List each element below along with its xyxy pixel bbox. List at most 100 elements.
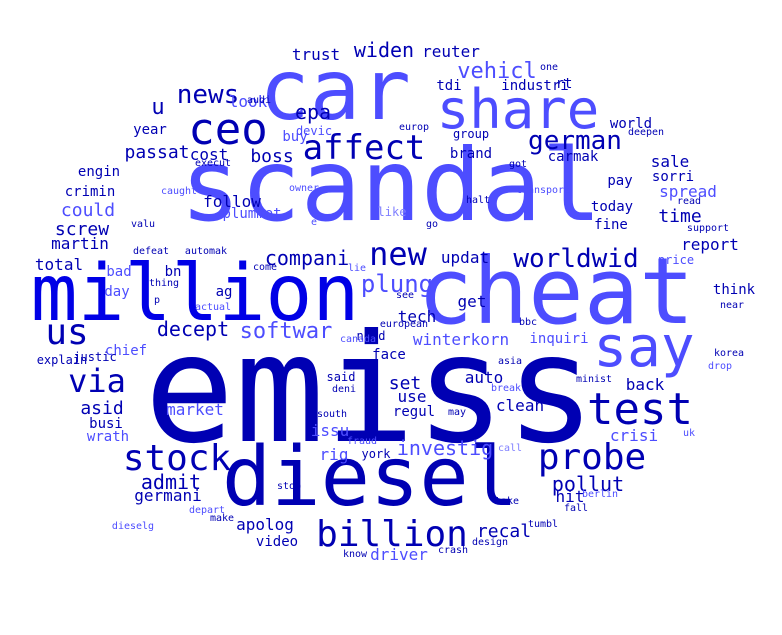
word-total: total [34,255,84,274]
word-deepen: deepen [627,127,665,138]
word-buy: buy [282,129,308,145]
word-uk: uk [682,428,696,439]
word-affect: affect [302,128,426,168]
word-asia: asia [497,356,523,367]
word-tdi: tdi [436,78,462,94]
word-bn: bn [164,264,182,280]
word-berlin: berlin [581,489,619,500]
word-video: video [255,534,299,550]
word-recal: recal [476,521,532,542]
word-spread: spread [659,182,717,201]
word-group: group [452,127,490,141]
word-e: e [310,217,318,228]
word-valu: valu [130,219,156,230]
word-worldwid: worldwid [513,244,639,274]
word-vehicl: vehicl [457,59,537,84]
word-caught: caught [160,186,198,197]
word-us: us [45,312,89,353]
word-use: use [397,387,427,406]
word-crash: crash [437,545,469,556]
word-apolog: apolog [236,515,294,534]
word-back: back [625,375,665,394]
word-crimin: crimin [64,184,116,200]
word-get: get [457,292,487,311]
word-cost: cost [189,145,229,164]
word-thing: thing [148,278,180,289]
word-may: may [447,407,467,418]
word-need: need [356,329,386,343]
word-audi: audi [246,95,272,106]
word-know: know [342,549,368,560]
word-transport: transport [515,185,571,196]
word-european: european [379,319,429,330]
word-boss: boss [250,146,294,167]
word-share: share [436,78,600,141]
word-germani: germani [134,486,202,505]
word-like: like [377,205,407,219]
word-automak: automak [184,246,228,257]
word-halt: halt [465,195,491,206]
word-report: report [681,235,739,254]
word-trust: trust [291,45,341,64]
word-deni: deni [331,384,357,395]
word-u: u [151,95,165,120]
word-see: see [395,290,415,301]
word-support: support [686,223,730,234]
word-industri: industri [501,78,569,94]
word-clean: clean [495,396,545,415]
word-depart: depart [188,505,226,516]
word-p: p [153,295,161,306]
word-dieselg: dieselg [111,521,155,532]
word-devic: devic [295,124,333,138]
word-price: price [657,253,695,267]
word-look: look [228,92,268,111]
word-passat: passat [124,142,190,163]
word-carmak: carmak [547,149,599,165]
word-think: think [712,282,756,298]
word-widen: widen [353,38,415,62]
word-take: take [494,496,520,507]
word-europ: europ [398,122,430,133]
word-crisi: crisi [609,426,659,445]
word-rt: rt [555,76,573,92]
word-bbc: bbc [518,317,538,328]
word-follow: follow [203,192,261,211]
word-auto: auto [464,368,504,387]
word-hit: hit [555,487,585,506]
word-make: make [209,513,235,524]
word-emiss: emiss [144,303,596,477]
word-million: million [30,249,360,339]
word-fine: fine [594,217,628,233]
word-via: via [68,362,126,400]
word-screw: screw [54,219,110,240]
word-wrath: wrath [86,429,130,445]
word-stock: stock [122,438,232,479]
word-time: time [658,206,702,227]
word-got: got [508,159,528,170]
word-sale: sale [650,152,690,171]
word-break: break [490,383,522,394]
word-bad: bad [106,264,132,280]
word-reuter: reuter [422,42,480,61]
word-design: design [471,537,509,548]
word-epa: epa [294,100,332,124]
word-say: say [593,315,695,380]
word-ceo: ceo [188,104,268,155]
word-tech: tech [397,307,437,326]
word-year: year [133,122,167,138]
word-winterkorn: winterkorn [412,330,510,349]
word-german: german [528,126,622,156]
word-face: face [372,347,406,363]
word-diesel: diesel [221,430,519,525]
word-rig: rig [319,445,349,464]
word-test: test [587,384,693,435]
word-engin: engin [77,164,121,180]
word-defeat: defeat [132,246,170,257]
word-plung: plung [360,270,434,298]
word-lie: lie [347,263,367,274]
word-tumbl: tumbl [527,519,559,530]
word-stop: stop [276,481,302,492]
word-cheat: cheat [417,238,695,345]
word-pay: pay [607,173,633,189]
word-billion: billion [316,514,468,555]
